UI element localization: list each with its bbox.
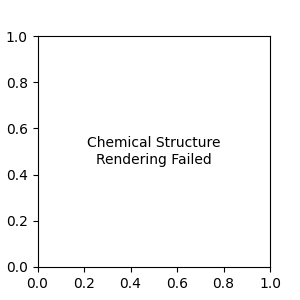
Text: Chemical Structure
Rendering Failed: Chemical Structure Rendering Failed (87, 136, 220, 166)
